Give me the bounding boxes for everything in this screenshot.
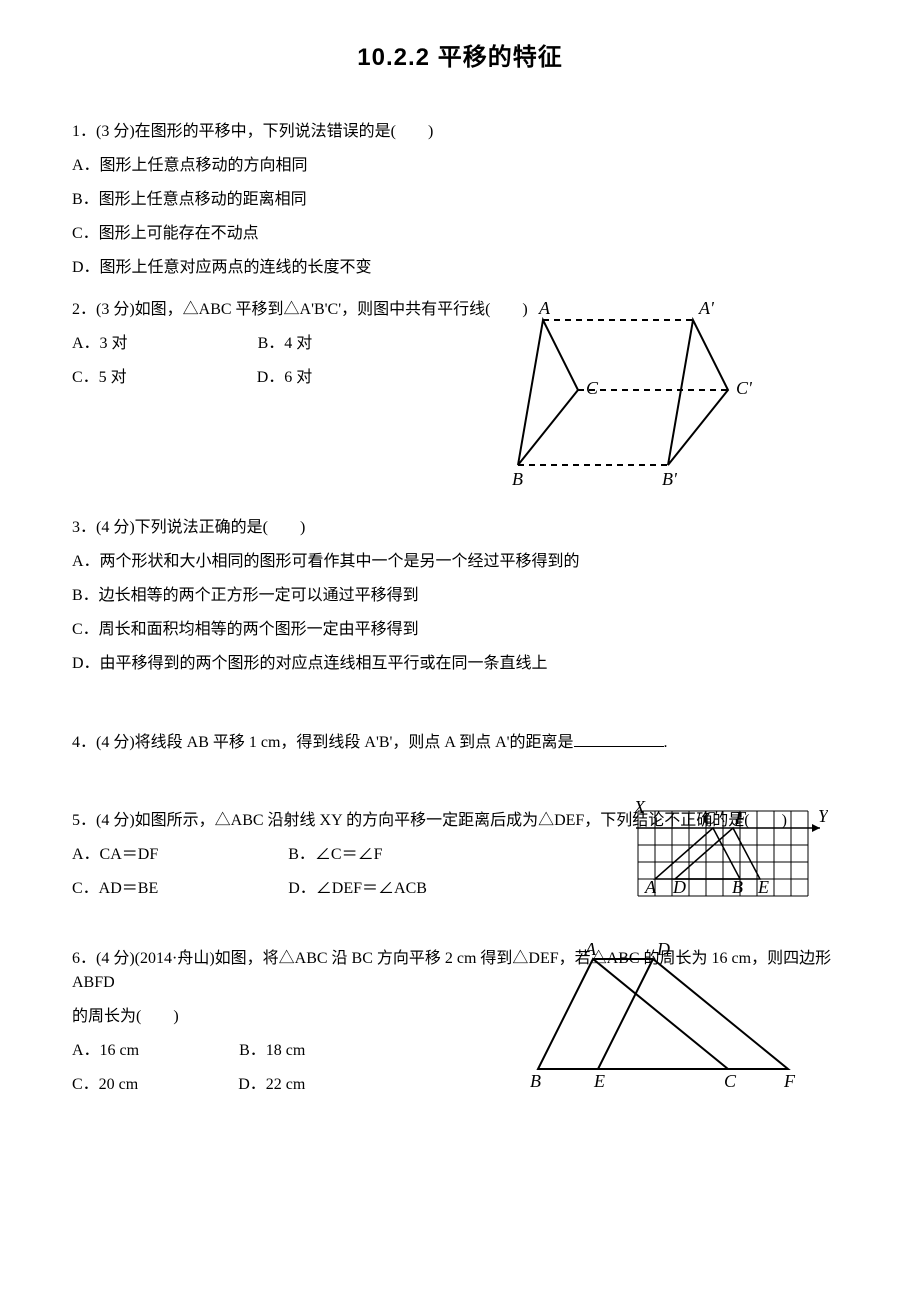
- q3-stem: 3．(4 分)下列说法正确的是( ): [72, 516, 848, 540]
- question-6: 6．(4 分)(2014·舟山)如图，将△ABC 沿 BC 方向平移 2 cm …: [72, 947, 848, 1107]
- svg-text:B: B: [530, 1071, 541, 1089]
- question-4: 4．(4 分)将线段 AB 平移 1 cm，得到线段 A'B'，则点 A 到点 …: [72, 730, 848, 755]
- question-1: 1．(3 分)在图形的平移中，下列说法错误的是( ) A．图形上任意点移动的方向…: [72, 120, 848, 280]
- q1-opt-c: C．图形上可能存在不动点: [72, 222, 848, 246]
- q3-opt-a: A．两个形状和大小相同的图形可看作其中一个是另一个经过平移得到的: [72, 550, 848, 574]
- q3-opt-b: B．边长相等的两个正方形一定可以通过平移得到: [72, 584, 848, 608]
- svg-text:F: F: [783, 1071, 796, 1089]
- q6-opt-c: C．20 cm: [72, 1073, 138, 1097]
- svg-text:C': C': [736, 378, 753, 398]
- q6-figure: A D B E C F: [518, 939, 818, 1089]
- q1-opt-a: A．图形上任意点移动的方向相同: [72, 154, 848, 178]
- svg-text:A: A: [538, 298, 551, 318]
- svg-text:D: D: [656, 939, 670, 959]
- page-title: 10.2.2 平移的特征: [72, 40, 848, 76]
- q6-opt-d: D．22 cm: [238, 1073, 305, 1097]
- svg-text:B: B: [512, 469, 523, 489]
- q1-opt-d: D．图形上任意对应两点的连线的长度不变: [72, 256, 848, 280]
- svg-text:A: A: [644, 877, 657, 897]
- q2-opt-c: C．5 对: [72, 366, 127, 390]
- svg-text:A': A': [698, 298, 715, 318]
- svg-text:F: F: [734, 808, 747, 828]
- svg-text:B': B': [662, 469, 678, 489]
- q3-opt-c: C．周长和面积均相等的两个图形一定由平移得到: [72, 618, 848, 642]
- q2-opt-a: A．3 对: [72, 332, 128, 356]
- q5-opt-b: B．∠C＝∠F: [288, 843, 382, 867]
- q5-opt-a: A．CA＝DF: [72, 843, 158, 867]
- svg-text:D: D: [672, 877, 686, 897]
- svg-text:E: E: [757, 877, 769, 897]
- q5-opt-c: C．AD＝BE: [72, 877, 158, 901]
- question-3: 3．(4 分)下列说法正确的是( ) A．两个形状和大小相同的图形可看作其中一个…: [72, 516, 848, 676]
- q2-figure: A A' B B' C C': [508, 290, 768, 490]
- q3-opt-d: D．由平移得到的两个图形的对应点连线相互平行或在同一条直线上: [72, 652, 848, 676]
- svg-text:C: C: [724, 1071, 737, 1089]
- svg-text:C: C: [586, 378, 599, 398]
- svg-text:E: E: [593, 1071, 605, 1089]
- svg-text:C: C: [703, 808, 716, 828]
- q2-opt-b: B．4 对: [258, 332, 313, 356]
- q1-opt-b: B．图形上任意点移动的距离相同: [72, 188, 848, 212]
- q5-opt-d: D．∠DEF＝∠ACB: [288, 877, 427, 901]
- svg-text:B: B: [732, 877, 743, 897]
- q4-pre: 4．(4 分)将线段 AB 平移 1 cm，得到线段 A'B'，则点 A 到点 …: [72, 734, 574, 751]
- q6-opt-b: B．18 cm: [239, 1039, 305, 1063]
- question-2: 2．(3 分)如图，△ABC 平移到△A'B'C'，则图中共有平行线( ) A．…: [72, 298, 848, 498]
- q1-stem: 1．(3 分)在图形的平移中，下列说法错误的是( ): [72, 120, 848, 144]
- q4-post: .: [664, 734, 668, 751]
- svg-text:A: A: [584, 939, 597, 959]
- svg-text:Y: Y: [818, 806, 828, 826]
- q6-opt-a: A．16 cm: [72, 1039, 139, 1063]
- q4-blank: [574, 730, 664, 747]
- svg-text:X: X: [633, 801, 646, 817]
- question-5: 5．(4 分)如图所示，△ABC 沿射线 XY 的方向平移一定距离后成为△DEF…: [72, 809, 848, 929]
- q2-opt-d: D．6 对: [257, 366, 313, 390]
- q5-figure: X Y AD BE CF: [618, 801, 828, 911]
